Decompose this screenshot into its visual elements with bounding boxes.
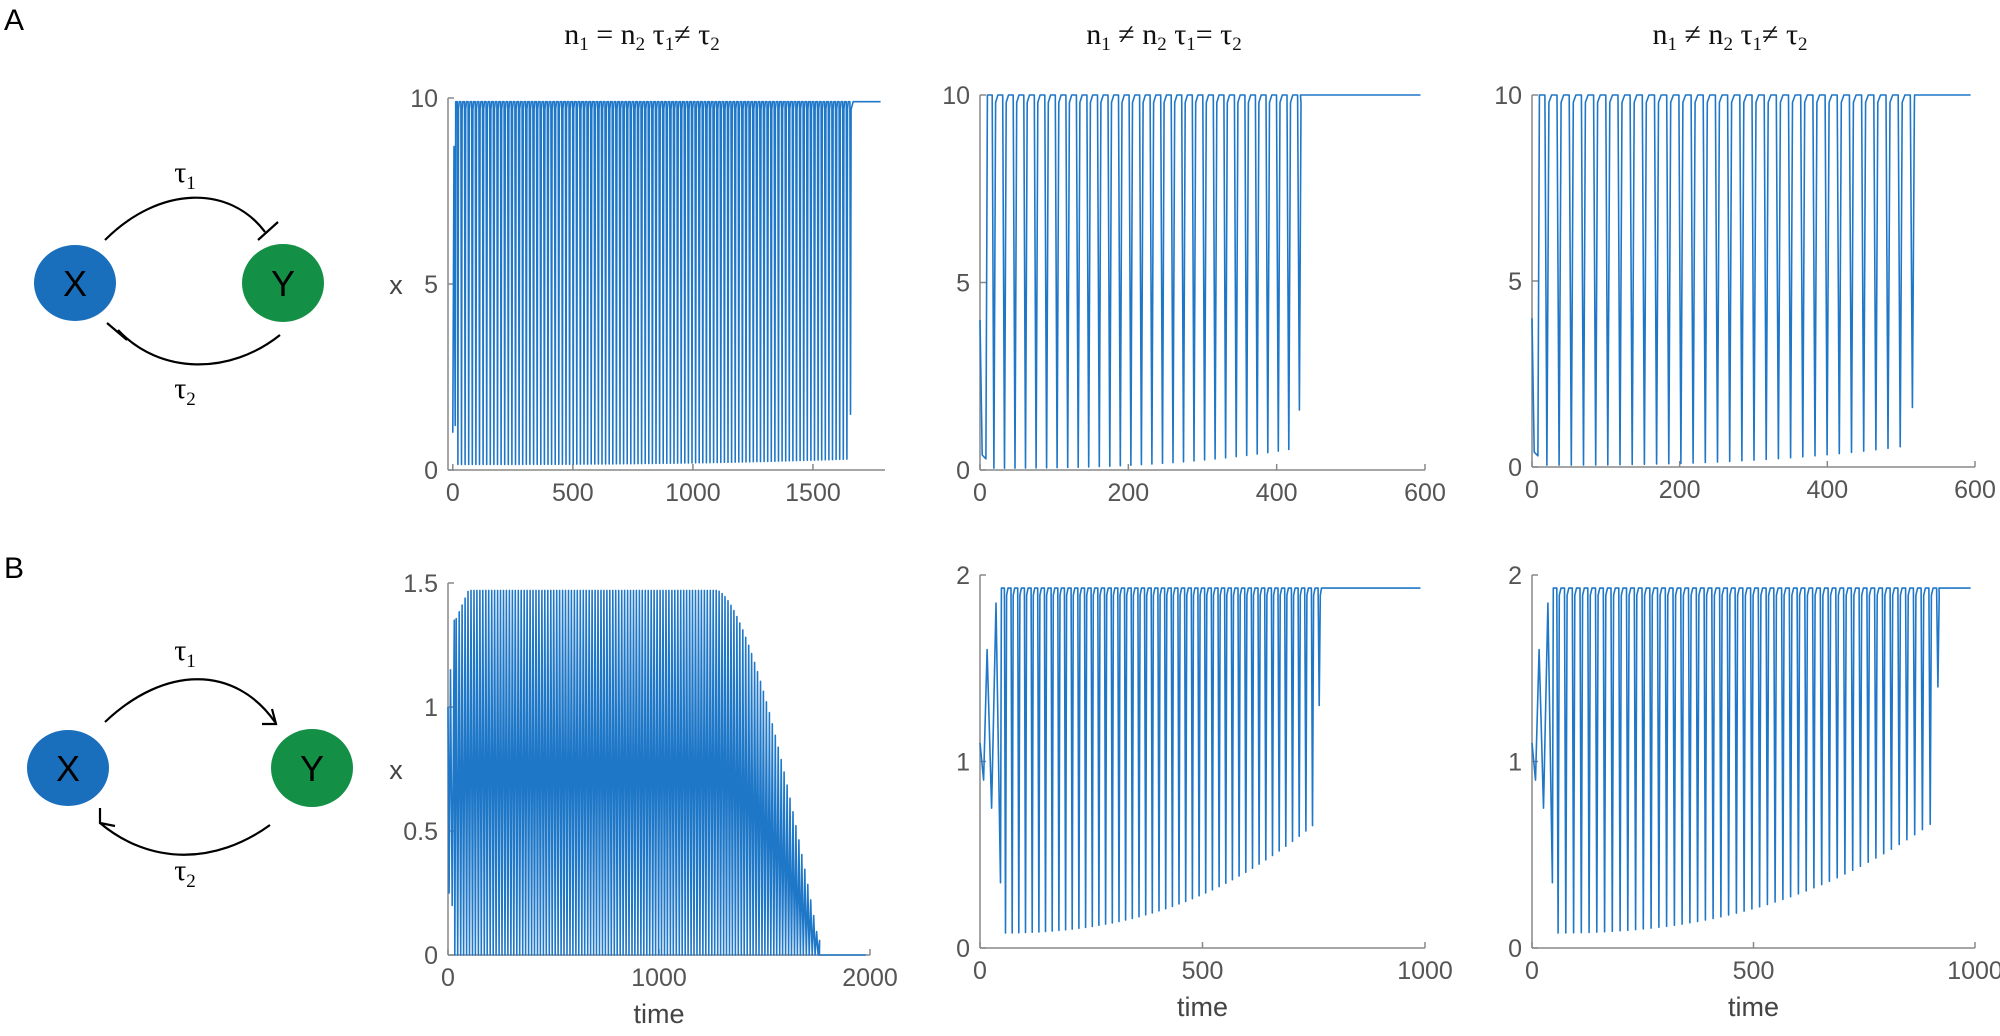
node-x-label: X — [63, 263, 87, 304]
x-tick-label: 0 — [1525, 476, 1539, 504]
x-tick-label: 1000 — [665, 479, 721, 507]
node-y — [271, 729, 353, 807]
x-tick-label: 1500 — [785, 479, 841, 507]
plot-a2: 0 5 10 0 200 400 600 — [942, 82, 1446, 507]
y-tick-label: 10 — [410, 85, 438, 113]
y-tick-label: 5 — [1508, 268, 1522, 296]
inhibition-bar-icon — [257, 221, 279, 241]
y-tick-label: 1.5 — [403, 570, 438, 598]
panel-label-b: B — [4, 552, 24, 585]
series-x-line — [447, 589, 866, 956]
x-tick-label: 600 — [1954, 476, 1996, 504]
x-tick-label: 2000 — [842, 964, 898, 992]
x-tick-label: 0 — [1525, 957, 1539, 985]
y-tick-label: 0 — [424, 942, 438, 970]
x-tick-label: 500 — [1182, 957, 1224, 985]
tau-top-label: τ1 — [174, 634, 196, 672]
network-diagrams: X Yτ1 τ2 X Yτ1 τ2 — [27, 156, 353, 892]
plot-a1: 0 5 10 0 500 1000 1500 x — [389, 85, 885, 507]
y-tick-label: 5 — [424, 271, 438, 299]
x-axis-label: time — [1177, 992, 1228, 1022]
y-tick-label: 10 — [942, 82, 970, 110]
y-tick-label: 0 — [956, 935, 970, 963]
y-tick-label: 0 — [1508, 454, 1522, 482]
x-tick-label: 1000 — [1397, 957, 1453, 985]
plot-b2: 0 1 2 0 500 1000 time — [956, 562, 1453, 1022]
x-tick-label: 1000 — [1947, 957, 2000, 985]
x-tick-label: 500 — [1733, 957, 1775, 985]
y-axis-label: x — [389, 270, 403, 300]
y-tick-label: 1 — [1508, 749, 1522, 777]
inhibition-bar-icon — [106, 322, 128, 341]
x-tick-label: 200 — [1107, 479, 1149, 507]
series-x-line — [979, 587, 1421, 934]
column-titles: n1 = n2 τ1≠ τ2 n1 ≠ n2 τ1= τ2 n1 ≠ n2 τ1≠ … — [564, 18, 1807, 55]
y-tick-label: 5 — [956, 270, 970, 298]
x-axis-label: time — [633, 999, 684, 1029]
y-tick-label: 1 — [424, 694, 438, 722]
diagram-b: X Yτ1 τ2 — [27, 634, 353, 892]
panel-label-a: A — [4, 4, 24, 37]
edge-x-to-y — [104, 196, 266, 241]
series-x-line — [979, 94, 1421, 469]
x-tick-label: 1000 — [631, 964, 687, 992]
y-tick-label: 0 — [956, 457, 970, 485]
column-title-2: n1 ≠ n2 τ1= τ2 — [1086, 18, 1242, 55]
y-tick-label: 2 — [956, 562, 970, 590]
series-x-line — [452, 100, 881, 466]
x-tick-label: 400 — [1256, 479, 1298, 507]
edge-x-to-y — [104, 678, 276, 723]
tau-top-label: τ1 — [174, 156, 196, 194]
y-tick-label: 10 — [1494, 82, 1522, 110]
plot-a3: 0 5 10 0 200 400 600 — [1494, 82, 1996, 504]
plot-b3: 0 1 2 0 500 1000 time — [1508, 562, 2000, 1022]
series-x-line — [1531, 587, 1971, 934]
node-y — [242, 244, 324, 322]
column-title-3: n1 ≠ n2 τ1≠ τ2 — [1652, 18, 1807, 55]
y-tick-label: 0.5 — [403, 818, 438, 846]
node-x-label: X — [56, 748, 80, 789]
x-tick-label: 0 — [446, 479, 460, 507]
x-tick-label: 0 — [973, 479, 987, 507]
y-tick-label: 0 — [424, 457, 438, 485]
plot-b1: 0 0.5 1 1.5 0 1000 2000 x time — [389, 570, 898, 1029]
node-y-label: Y — [300, 748, 324, 789]
y-axis-label: x — [389, 755, 403, 785]
y-tick-label: 0 — [1508, 935, 1522, 963]
y-tick-label: 2 — [1508, 562, 1522, 590]
x-tick-label: 0 — [973, 957, 987, 985]
x-tick-label: 500 — [552, 479, 594, 507]
x-tick-label: 0 — [441, 964, 455, 992]
arrowhead-icon — [98, 808, 116, 828]
tau-bottom-label: τ2 — [174, 854, 196, 892]
edge-y-to-x — [117, 329, 281, 366]
node-y-label: Y — [271, 263, 295, 304]
x-axis-label: time — [1728, 992, 1779, 1022]
x-tick-label: 400 — [1806, 476, 1848, 504]
tau-bottom-label: τ2 — [174, 372, 196, 410]
x-tick-label: 600 — [1404, 479, 1446, 507]
node-x — [34, 245, 116, 321]
diagram-a: X Yτ1 τ2 — [34, 156, 324, 410]
arrowhead-icon — [262, 708, 278, 726]
node-x — [27, 730, 109, 806]
edge-y-to-x — [99, 822, 271, 856]
series-x-line — [1531, 94, 1971, 466]
y-tick-label: 1 — [956, 749, 970, 777]
column-title-1: n1 = n2 τ1≠ τ2 — [564, 18, 720, 55]
x-tick-label: 200 — [1659, 476, 1701, 504]
